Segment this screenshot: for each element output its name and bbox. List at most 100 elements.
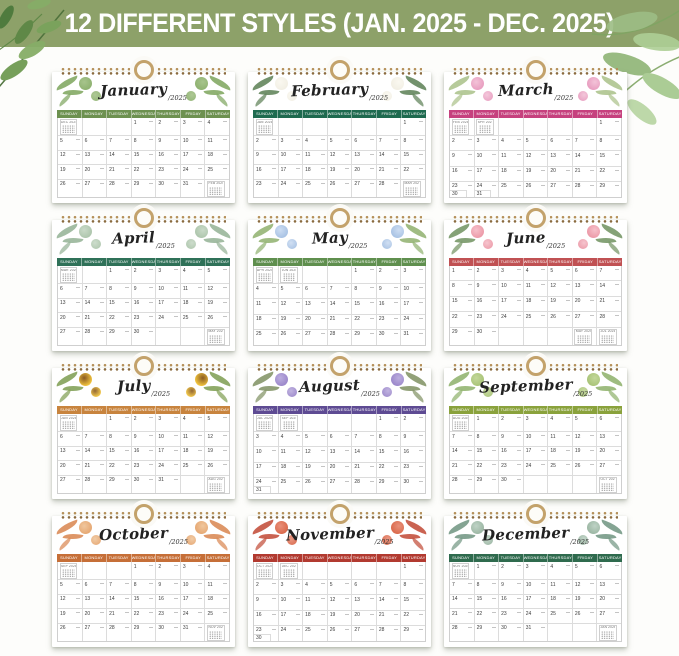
day-cell: 13 <box>82 594 108 610</box>
date-row: 24 31 25 26 27 28 29 30 <box>254 477 425 494</box>
mini-month-label: NOV 2025 <box>208 626 224 630</box>
day-cell: 20 <box>597 595 622 610</box>
day-cell: 15 <box>450 296 475 313</box>
day-number: 22 <box>109 462 115 469</box>
day-cell: 24 <box>180 609 206 624</box>
flower-icon <box>483 239 493 249</box>
day-cell: 8 <box>474 580 500 595</box>
day-cell: 28 <box>597 312 622 328</box>
day-number: 21 <box>452 462 458 469</box>
empty-cell <box>376 562 402 581</box>
weekday-label: SATURDAY <box>597 406 622 414</box>
day-number: 13 <box>354 152 360 159</box>
day-cell: 24 31 <box>474 181 500 198</box>
weekday-label: MONDAY <box>472 110 498 118</box>
day-number: 2 <box>378 267 382 274</box>
weekday-label: FRIDAY <box>376 406 401 414</box>
day-cell: 9 <box>401 432 426 448</box>
day-number: 2 <box>501 415 504 422</box>
day-cell: 26 <box>205 461 230 476</box>
weekday-label: SUNDAY <box>60 555 78 560</box>
empty-cell <box>524 327 549 346</box>
weekday-label: MONDAY <box>80 110 106 118</box>
day-number: 8 <box>599 137 603 144</box>
day-number: 1 <box>476 563 480 570</box>
day-number: 4 <box>550 415 554 422</box>
date-row: 29 30 MAY 2025 JUL 2025 <box>450 327 621 346</box>
day-number: 6 <box>599 563 603 570</box>
mini-month-days <box>454 124 467 134</box>
date-row: 2 3 4 5 6 7 8 <box>450 136 622 152</box>
day-cell: 14 <box>82 298 108 314</box>
flower-icon <box>186 91 196 101</box>
day-number: 10 <box>256 448 262 455</box>
date-row: APR 2025 JUN 2025 1 2 3 <box>254 266 426 285</box>
day-cell: 19 <box>572 446 598 462</box>
mini-month-cell: MAR 2025 <box>401 180 425 198</box>
day-cell: 18 <box>278 462 304 478</box>
empty-cell <box>524 475 549 494</box>
mini-month-reference: NOV 2025 <box>206 624 225 642</box>
day-cell: 15 <box>107 298 132 314</box>
day-cell: 19 <box>205 299 230 314</box>
day-number: 21 <box>109 610 115 617</box>
day-number: 28 <box>109 625 115 632</box>
day-number: 1 <box>109 267 112 274</box>
leaf-icon <box>605 241 623 255</box>
calendar-march: March 2025 SUNDAYMONDAYTUESDAYWEDNESDAYT… <box>444 60 627 203</box>
empty-cell <box>82 118 108 137</box>
weekday-label: THURSDAY <box>547 406 573 414</box>
leaf-icon <box>56 241 74 255</box>
day-cell: 22 <box>107 461 132 476</box>
day-number: 12 <box>60 596 66 603</box>
day-number: 5 <box>305 433 308 440</box>
day-number: 11 <box>550 581 556 588</box>
day-cell: 5 <box>572 414 598 433</box>
day-cell: 12 <box>327 595 353 611</box>
day-cell: 16 <box>156 594 181 610</box>
day-cell: 26 <box>572 461 598 476</box>
day-number: 8 <box>109 285 112 292</box>
day-number: 9 <box>452 152 455 159</box>
day-cell: 28 <box>83 327 108 346</box>
day-number: 19 <box>60 166 66 173</box>
mini-month-label: MAR 2025 <box>61 268 76 272</box>
day-cell: 8 <box>131 580 157 595</box>
day-number: 3 <box>403 267 407 274</box>
day-number: 3 <box>280 581 284 588</box>
day-number: 25 <box>207 166 214 173</box>
date-grid: SEP 2025 1 2 3 4 5 6 7 8 9 10 11 12 13 14 15 16 17 18 19 20 2… <box>57 562 230 642</box>
day-number: 20 <box>60 314 66 321</box>
day-cell: 1 <box>401 562 426 581</box>
day-cell: 21 <box>107 609 132 624</box>
weekday-label: FRIDAY <box>180 258 205 266</box>
day-number: 8 <box>378 433 382 440</box>
day-cell: 1 <box>450 266 475 282</box>
day-cell: 4 <box>278 432 304 448</box>
day-cell: 27 <box>352 625 377 642</box>
day-cell: 6 <box>352 580 377 596</box>
day-number: 15 <box>109 300 115 307</box>
day-number: 14 <box>109 596 115 603</box>
calendar-april: April 2025 SUNDAYMONDAYTUESDAYWEDNESDAYT… <box>52 208 235 351</box>
day-cell: 5 <box>58 580 83 595</box>
date-row: SEP 2025 1 2 3 4 <box>58 562 230 581</box>
flower-icon <box>287 91 297 101</box>
date-row: 16 17 18 19 20 21 22 <box>254 165 426 180</box>
day-number: 27 <box>329 479 336 486</box>
day-cell: 20 <box>352 165 377 180</box>
day-cell: 16 <box>499 594 524 610</box>
day-number: 1 <box>599 119 603 126</box>
calendar-may: May 2025 SUNDAYMONDAYTUESDAYWEDNESDAYTHU… <box>248 208 431 351</box>
day-cell: 23 <box>474 312 500 328</box>
mini-month-reference: AUG 2025 <box>451 415 470 432</box>
day-cell: 2 <box>499 562 524 581</box>
mini-month-reference: JUN 2025 <box>280 267 298 284</box>
day-number: 14 <box>452 448 458 455</box>
day-cell: 12 <box>548 281 573 297</box>
empty-cell <box>156 327 181 346</box>
date-row: JUN 2025 1 2 3 4 5 <box>58 414 230 433</box>
day-cell: 13 <box>352 595 377 611</box>
day-cell: 27 <box>352 179 377 198</box>
weekday-label: SUNDAY <box>452 259 470 264</box>
